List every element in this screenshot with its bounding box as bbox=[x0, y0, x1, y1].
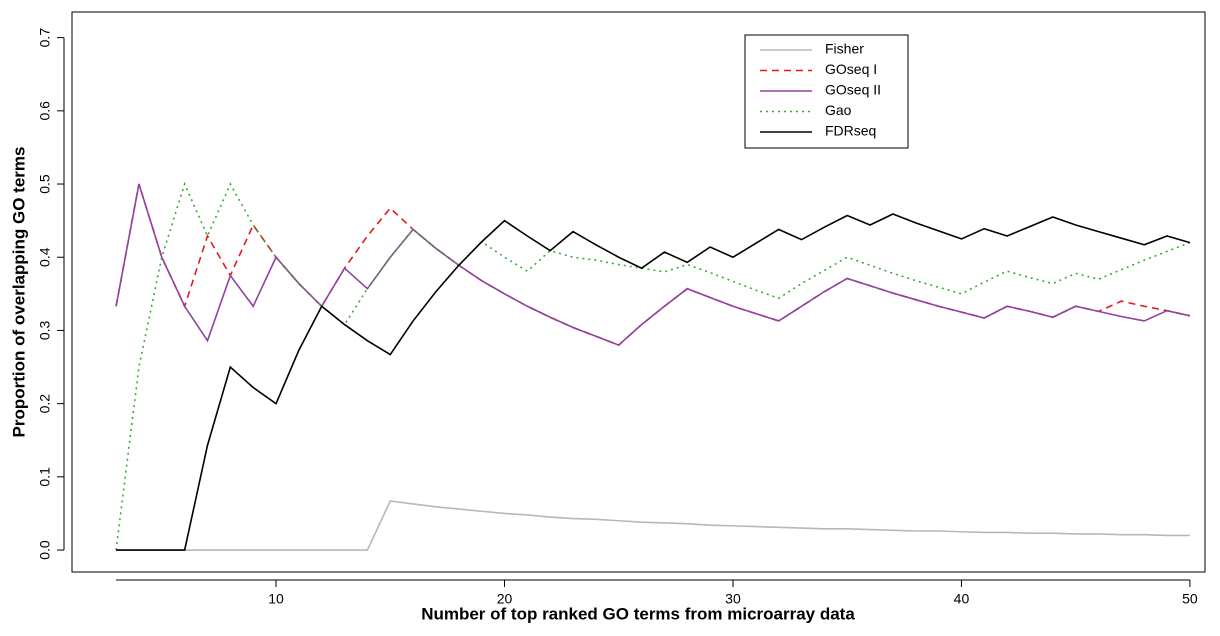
y-axis-title: Proportion of overlapping GO terms bbox=[9, 147, 28, 438]
x-tick-label: 10 bbox=[268, 591, 284, 607]
x-tick-label: 50 bbox=[1182, 591, 1198, 607]
series-line bbox=[115, 181, 1191, 551]
legend-label: FDRseq bbox=[825, 123, 876, 139]
legend-label: GOseq I bbox=[825, 61, 877, 77]
x-tick-label: 30 bbox=[725, 591, 741, 607]
y-tick-label: 0.7 bbox=[37, 28, 53, 48]
series-line bbox=[115, 183, 1191, 346]
y-tick-label: 0.2 bbox=[37, 394, 53, 414]
legend-label: Fisher bbox=[825, 41, 864, 57]
series-line bbox=[116, 213, 1191, 551]
x-tick-label: 40 bbox=[954, 591, 970, 607]
series-line bbox=[115, 183, 1191, 346]
x-tick-label: 20 bbox=[497, 591, 513, 607]
legend-label: GOseq II bbox=[825, 82, 881, 98]
y-tick-label: 0.3 bbox=[37, 320, 53, 340]
y-tick-label: 0.4 bbox=[37, 247, 53, 267]
y-tick-label: 0.0 bbox=[37, 540, 53, 560]
legend-label: Gao bbox=[825, 102, 852, 118]
y-tick-label: 0.6 bbox=[37, 101, 53, 121]
series-line bbox=[116, 500, 1190, 551]
y-tick-label: 0.5 bbox=[37, 174, 53, 194]
x-axis-title: Number of top ranked GO terms from micro… bbox=[421, 604, 855, 623]
plot-frame bbox=[71, 11, 1206, 573]
y-tick-label: 0.1 bbox=[37, 467, 53, 487]
